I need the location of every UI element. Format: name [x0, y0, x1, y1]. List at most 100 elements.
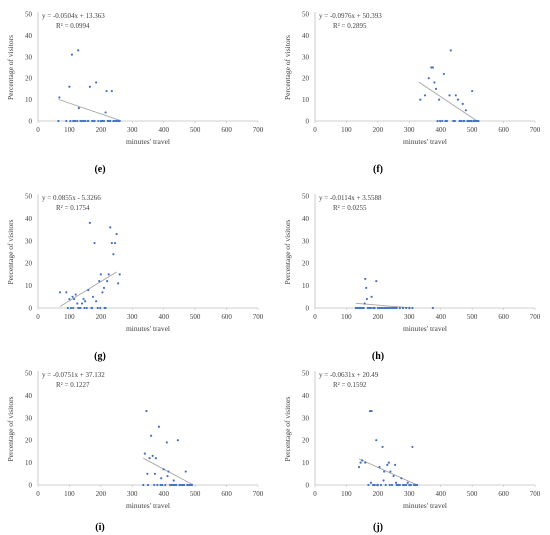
- regression-equation: y = -0.0751x + 37.132: [42, 371, 105, 379]
- data-point: [394, 463, 397, 466]
- x-tick-label: 400: [435, 126, 446, 134]
- x-tick-label: 100: [64, 313, 75, 321]
- y-tick-label: 30: [25, 237, 33, 245]
- data-point: [460, 119, 463, 123]
- data-point: [190, 483, 194, 487]
- x-tick-label: 0: [313, 313, 317, 321]
- y-tick-label: 0: [29, 482, 33, 490]
- data-point: [154, 457, 157, 460]
- data-point: [65, 291, 68, 294]
- data-point: [118, 119, 121, 123]
- data-point: [401, 306, 405, 310]
- x-tick-label: 600: [221, 490, 232, 498]
- data-point: [151, 454, 154, 457]
- x-tick-label: 400: [435, 490, 446, 498]
- data-point: [104, 111, 107, 114]
- data-point: [101, 119, 104, 123]
- data-point: [77, 49, 80, 52]
- panel-label: (j): [373, 522, 383, 533]
- data-point: [383, 470, 386, 473]
- data-point: [369, 306, 373, 310]
- data-point: [69, 306, 73, 310]
- data-point: [375, 280, 378, 283]
- data-point: [80, 302, 84, 305]
- x-tick-label: 500: [467, 126, 478, 134]
- data-point: [110, 89, 113, 93]
- data-point: [95, 81, 98, 84]
- y-tick-label: 30: [25, 414, 33, 422]
- data-point: [431, 66, 434, 69]
- y-tick-label: 10: [302, 282, 310, 290]
- data-point: [90, 119, 94, 123]
- data-point: [179, 483, 183, 487]
- data-point: [372, 306, 376, 310]
- data-point: [398, 306, 401, 310]
- data-point: [368, 409, 372, 413]
- y-axis-title: Percentage of visitors: [283, 219, 292, 284]
- data-point: [375, 439, 378, 442]
- data-point: [433, 81, 436, 84]
- data-point: [423, 94, 427, 97]
- trendline: [358, 458, 416, 485]
- x-tick-label: 300: [404, 490, 415, 498]
- data-point: [387, 306, 390, 310]
- data-point: [97, 119, 100, 123]
- data-point: [76, 119, 79, 123]
- data-point: [392, 474, 395, 478]
- data-point: [115, 119, 118, 123]
- panel-label: (i): [95, 522, 104, 533]
- data-point: [383, 306, 386, 310]
- data-point: [79, 119, 82, 123]
- data-point: [156, 483, 159, 487]
- data-point: [411, 306, 414, 310]
- data-point: [68, 297, 71, 301]
- data-point: [470, 119, 473, 123]
- x-tick-label: 0: [36, 490, 40, 498]
- r-squared-label: R² = 0.0255: [333, 204, 367, 212]
- data-point: [77, 107, 80, 110]
- data-point: [173, 483, 176, 487]
- data-point: [150, 434, 153, 437]
- panel-label: (e): [94, 164, 105, 175]
- data-point: [445, 119, 449, 123]
- x-axis-title: minutes' travel: [403, 501, 447, 510]
- trendline: [418, 81, 479, 123]
- y-tick-label: 50: [25, 193, 33, 201]
- data-point: [369, 481, 373, 484]
- data-point: [464, 109, 467, 112]
- regression-equation: y = -0.0114x + 3.5588: [319, 194, 382, 202]
- data-point: [430, 66, 433, 69]
- y-tick-label: 10: [302, 96, 310, 104]
- x-tick-label: 400: [435, 313, 446, 321]
- data-point: [93, 241, 96, 245]
- y-tick-label: 50: [25, 11, 33, 19]
- data-point: [187, 483, 190, 487]
- data-point: [87, 288, 90, 292]
- data-point: [419, 98, 422, 101]
- x-tick-label: 300: [404, 126, 415, 134]
- y-tick-label: 20: [25, 75, 33, 83]
- data-point: [364, 461, 367, 464]
- x-axis-title: minutes' travel: [126, 501, 170, 510]
- data-point: [398, 483, 401, 487]
- data-point: [72, 306, 75, 310]
- data-point: [79, 306, 82, 310]
- data-point: [102, 119, 106, 123]
- x-tick-label: 700: [530, 126, 541, 134]
- x-axis-title: minutes' travel: [403, 137, 447, 146]
- data-point: [427, 77, 430, 80]
- data-point: [456, 98, 460, 101]
- data-point: [106, 280, 109, 283]
- data-point: [57, 119, 60, 123]
- data-point: [183, 483, 186, 487]
- data-point: [389, 470, 392, 473]
- x-axis-title: minutes' travel: [126, 324, 170, 333]
- y-tick-label: 20: [302, 75, 310, 83]
- data-point: [109, 226, 112, 229]
- data-point: [365, 297, 368, 301]
- data-point: [438, 98, 441, 101]
